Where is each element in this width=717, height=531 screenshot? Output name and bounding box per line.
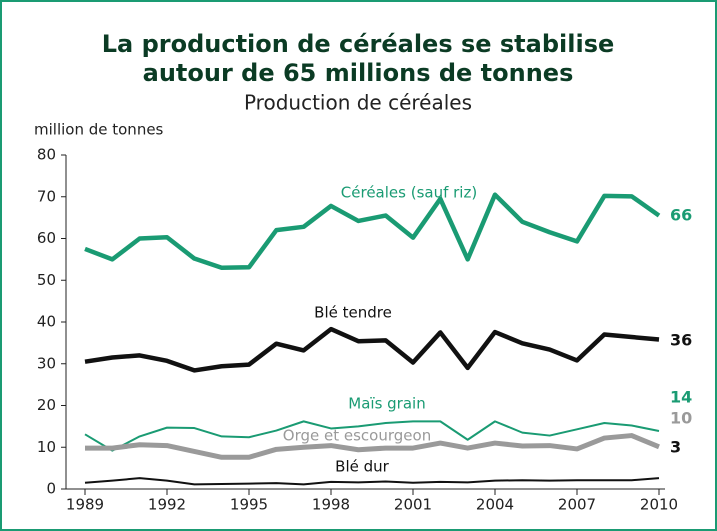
end-label: 10 [670, 409, 692, 428]
series-line [84, 326, 660, 373]
series-label: Maïs grain [348, 395, 425, 413]
series-label: Blé dur [335, 458, 389, 476]
series-label: Blé tendre [314, 304, 392, 322]
end-label: 14 [670, 388, 692, 407]
x-tick-label: 1992 [148, 496, 186, 514]
chart-subtitle: Production de céréales [244, 91, 472, 115]
x-tick-label: 2007 [558, 496, 596, 514]
end-label: 36 [670, 331, 692, 350]
end-label: 66 [670, 206, 692, 225]
y-tick-label: 30 [37, 354, 56, 372]
y-tick-label: 20 [37, 396, 56, 414]
x-tick-label: 1995 [230, 496, 268, 514]
y-axis-label: million de tonnes [34, 121, 164, 139]
series-line [84, 477, 660, 486]
y-tick-label: 40 [37, 313, 56, 331]
series-line [84, 420, 660, 452]
y-tick-label: 60 [37, 229, 56, 247]
y-tick-label: 50 [37, 271, 56, 289]
y-tick-label: 70 [37, 187, 56, 205]
series-line [85, 433, 660, 460]
series-label: Céréales (sauf riz) [341, 184, 477, 202]
series-line [84, 192, 661, 270]
end-label: 3 [670, 438, 681, 457]
y-tick-label: 0 [46, 480, 56, 498]
x-tick-label: 1998 [312, 496, 350, 514]
x-tick-label: 1989 [66, 496, 104, 514]
chart-title: La production de céréales se stabilise [102, 30, 615, 58]
x-tick-label: 2001 [394, 496, 432, 514]
x-tick-label: 2004 [476, 496, 514, 514]
series-label: Orge et escourgeon [283, 427, 431, 445]
y-tick-label: 80 [37, 146, 56, 164]
x-tick-label: 2010 [640, 496, 678, 514]
y-tick-label: 10 [37, 438, 56, 456]
chart-title: autour de 65 millions de tonnes [143, 59, 574, 87]
